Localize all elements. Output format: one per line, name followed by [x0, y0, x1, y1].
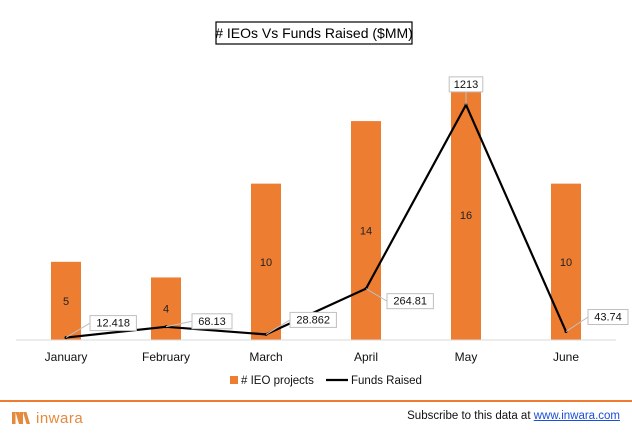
callout-leader [265, 319, 291, 335]
legend-label-ieo-projects: # IEO projects [241, 375, 314, 387]
chart-title: # IEOs Vs Funds Raised ($MM) [215, 25, 413, 41]
inwara-logo-icon [12, 412, 30, 424]
subscribe-text: Subscribe to this data at [407, 410, 534, 422]
funds-raised-value-label: 264.81 [393, 296, 427, 308]
subscribe-link[interactable]: www.inwara.com [533, 410, 620, 422]
footer: inwara Subscribe to this data at www.inw… [0, 402, 632, 437]
bar-february [151, 277, 181, 340]
callout-box [587, 309, 629, 326]
bar-value-label: 10 [260, 257, 272, 269]
funds-raised-value-label: 68.13 [198, 316, 226, 328]
legend: # IEO projects Funds Raised [230, 375, 422, 387]
footer-divider [0, 400, 632, 402]
brand-name: inwara [36, 409, 84, 427]
chart-area: # IEOs Vs Funds Raised ($MM) 5 4 10 14 16 10 … [16, 21, 629, 387]
bar-april [351, 121, 381, 340]
funds-raised-value-label: 1213 [454, 79, 478, 91]
line-data-labels: 12.418 68.13 28.862 264.81 1213 43.74 [65, 76, 629, 339]
bar-january [51, 261, 81, 340]
callout-box [89, 315, 137, 332]
bar-june [551, 183, 581, 340]
x-tick-labels: January February March April May June [45, 350, 580, 364]
chart-svg: # IEOs Vs Funds Raised ($MM) 5410141610 … [16, 21, 629, 387]
x-tick-label: May [455, 350, 478, 364]
callout-leader [165, 320, 193, 328]
callout-box [191, 313, 233, 330]
callout-box [386, 293, 434, 310]
bar-value-label: 14 [360, 226, 372, 238]
legend-label-funds-raised: Funds Raised [351, 375, 422, 387]
chart-title-box [215, 21, 413, 45]
bar-value-label: 5 [63, 296, 69, 308]
legend-swatch-ieo-projects [230, 376, 238, 384]
bar-value-label: 10 [560, 257, 572, 269]
callout-leader [65, 322, 91, 339]
funds-raised-value-label: 12.418 [96, 318, 130, 330]
callout-leader [365, 288, 388, 302]
callout-box [289, 311, 337, 328]
callout-leader [565, 316, 589, 332]
callout-box [448, 76, 484, 93]
chart-title-group: # IEOs Vs Funds Raised ($MM) [215, 21, 413, 45]
funds-raised-value-label: 28.862 [296, 314, 330, 326]
bar-may [451, 89, 481, 341]
line-series [64, 103, 568, 340]
x-tick-label: February [142, 350, 190, 364]
bar-value-label: 16 [460, 210, 472, 222]
x-tick-label: March [249, 350, 282, 364]
subscribe-note: Subscribe to this data at www.inwara.com [407, 410, 620, 422]
x-tick-label: January [45, 350, 88, 364]
funds-raised-value-label: 43.74 [594, 312, 622, 324]
brand-logo: inwara [12, 408, 83, 428]
x-tick-label: June [553, 350, 579, 364]
funds-raised-line [65, 103, 568, 339]
bar-series: 5 4 10 14 16 10 [51, 89, 581, 341]
bar-value-label: 4 [163, 304, 169, 316]
bar-march [251, 183, 281, 340]
x-tick-label: April [354, 350, 378, 364]
